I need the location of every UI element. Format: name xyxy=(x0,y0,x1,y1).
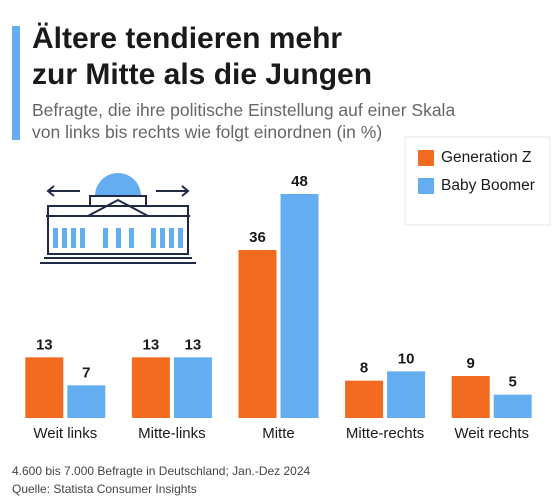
data-label: 9 xyxy=(467,355,475,372)
bar xyxy=(493,394,532,418)
x-tick-label: Mitte xyxy=(262,425,295,442)
data-label: 8 xyxy=(360,360,368,377)
legend-swatch xyxy=(418,178,434,194)
bar xyxy=(173,357,212,418)
data-label: 13 xyxy=(36,336,53,353)
bar xyxy=(280,194,319,418)
data-label: 36 xyxy=(249,229,266,246)
x-tick-label: Mitte-rechts xyxy=(346,425,424,442)
data-label: 48 xyxy=(291,173,308,190)
data-label: 10 xyxy=(398,350,415,367)
chart-subtitle: von links bis rechts wie folgt einordnen… xyxy=(32,122,383,142)
data-label: 13 xyxy=(143,336,160,353)
data-label: 5 xyxy=(509,374,517,391)
source: Quelle: Statista Consumer Insights xyxy=(12,482,197,496)
bar xyxy=(25,357,64,418)
data-label: 7 xyxy=(82,364,90,381)
bar xyxy=(387,371,426,418)
legend-label: Baby Boomer xyxy=(441,177,535,194)
bar xyxy=(451,376,490,418)
chart-title: Ältere tendieren mehr xyxy=(32,22,343,55)
bar xyxy=(131,357,170,418)
x-tick-label: Mitte-links xyxy=(138,425,206,442)
chart-subtitle: Befragte, die ihre politische Einstellun… xyxy=(32,100,456,120)
legend-swatch xyxy=(418,150,434,166)
x-tick-label: Weit links xyxy=(33,425,97,442)
data-label: 13 xyxy=(185,336,202,353)
x-tick-label: Weit rechts xyxy=(454,425,529,442)
chart-title: zur Mitte als die Jungen xyxy=(32,58,373,91)
footnote: 4.600 bis 7.000 Befragte in Deutschland;… xyxy=(12,464,311,478)
accent-bar xyxy=(12,26,20,140)
legend-label: Generation Z xyxy=(441,149,531,166)
bar xyxy=(67,385,106,418)
bar xyxy=(238,250,277,418)
bar xyxy=(345,380,384,418)
building-icon xyxy=(40,173,196,264)
